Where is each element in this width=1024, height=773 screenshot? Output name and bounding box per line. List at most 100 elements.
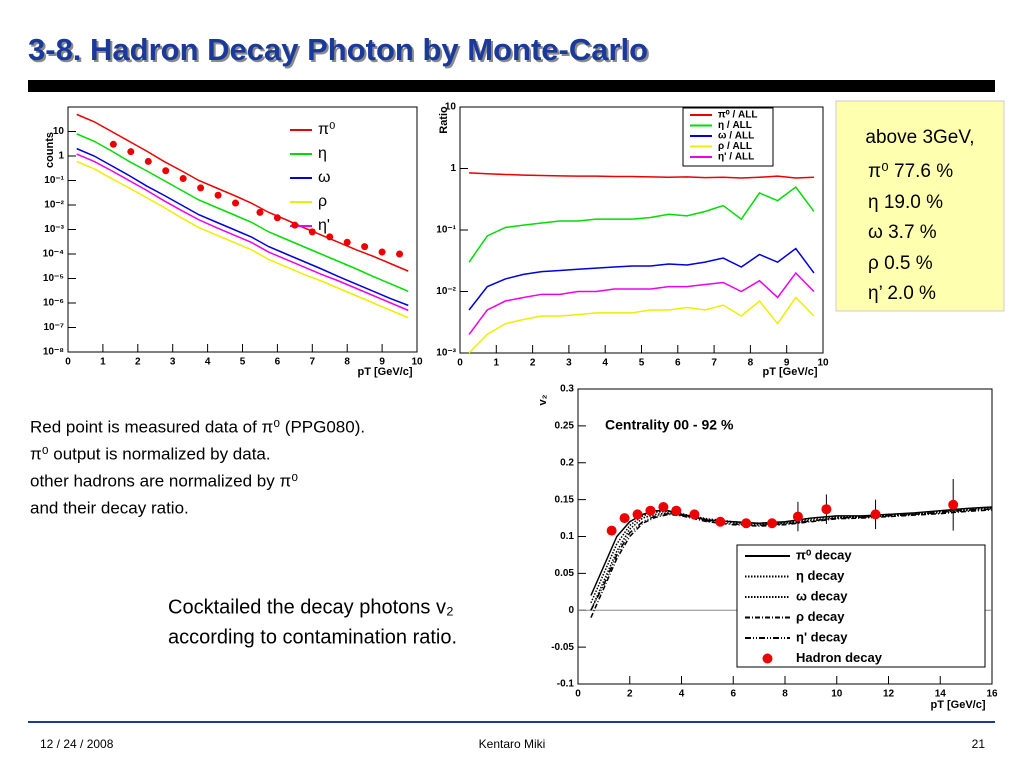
y-tick-label: 10⁻² — [436, 286, 456, 297]
y-tick-label: 10⁻¹ — [436, 225, 456, 236]
data-point — [632, 509, 643, 520]
series-line — [468, 247, 815, 311]
data-point — [606, 525, 617, 536]
x-tick-label: 6 — [730, 689, 736, 700]
summary-box — [835, 100, 1005, 312]
x-tick-label: 2 — [530, 358, 536, 369]
y-tick-label: 0.25 — [555, 421, 575, 432]
y-tick-label: 10⁻³ — [44, 224, 64, 235]
legend-box — [736, 544, 986, 668]
x-tick-label: 8 — [748, 358, 754, 369]
y-axis-label: v₂ — [537, 394, 549, 405]
y-tick-label: 10⁻⁴ — [43, 249, 64, 260]
note: and their decay ratio. — [30, 498, 189, 517]
x-tick-label: 0 — [575, 689, 581, 700]
data-point — [232, 199, 240, 207]
legend-label: π⁰ decay — [796, 547, 852, 562]
y-tick-label: 10⁻⁶ — [43, 298, 64, 309]
legend-label: ω — [318, 169, 331, 186]
x-tick-label: 4 — [679, 689, 685, 700]
x-tick-label: 12 — [883, 689, 895, 700]
data-point — [767, 518, 778, 529]
data-point — [256, 208, 264, 216]
x-tick-label: 8 — [782, 689, 788, 700]
slide-title: 3-8. Hadron Decay Photon by Monte-Carlo — [28, 32, 648, 67]
data-point — [197, 184, 205, 192]
box-line: η’ 2.0 % — [868, 283, 936, 304]
data-point — [273, 214, 281, 222]
series-line — [468, 296, 815, 354]
data-point — [144, 157, 152, 165]
legend-label: ω / ALL — [718, 131, 754, 142]
x-tick-label: 10 — [817, 358, 829, 369]
legend-label: Hadron decay — [796, 650, 883, 665]
note: Red point is measured data of π⁰ (PPG080… — [30, 417, 365, 436]
x-tick-label: 1 — [494, 358, 500, 369]
legend-label: ρ — [318, 193, 327, 210]
x-axis-label: pT [GeV/c] — [357, 366, 412, 378]
y-tick-label: 0.2 — [560, 457, 574, 468]
data-point — [741, 518, 752, 529]
data-point — [948, 499, 959, 510]
y-tick-label: -0.05 — [551, 642, 574, 653]
series-line — [468, 271, 815, 335]
data-point — [291, 221, 299, 229]
data-point — [378, 248, 386, 256]
legend-label: ρ decay — [796, 609, 845, 624]
box-line: η 19.0 % — [868, 192, 943, 213]
data-point — [715, 516, 726, 527]
x-axis-label: pT [GeV/c] — [930, 699, 985, 711]
data-point — [162, 167, 170, 175]
footer-page: 21 — [972, 737, 986, 751]
data-point — [361, 243, 369, 251]
x-tick-label: 6 — [675, 358, 681, 369]
plot-frame — [67, 106, 418, 353]
series-line — [76, 147, 409, 307]
y-tick-label: 10 — [445, 102, 457, 113]
data-point — [870, 509, 881, 520]
data-point — [396, 250, 404, 258]
cocktail-text: Cocktailed the decay photons v₂ — [168, 596, 454, 618]
legend-label: ω decay — [796, 588, 848, 603]
box-heading: above 3GeV, — [865, 127, 974, 148]
series-line — [590, 507, 993, 611]
x-tick-label: 0 — [457, 358, 463, 369]
x-tick-label: 14 — [935, 689, 947, 700]
note: other hadrons are normalized by π⁰ — [30, 471, 298, 490]
box-line: π⁰ 77.6 % — [868, 161, 953, 182]
x-tick-label: 2 — [627, 689, 633, 700]
y-axis-label: Ratio — [438, 106, 450, 134]
series-line — [590, 508, 993, 611]
x-axis-label: pT [GeV/c] — [762, 366, 817, 378]
data-point — [127, 148, 135, 156]
legend-label: π⁰ / ALL — [718, 110, 757, 121]
legend-marker — [762, 653, 773, 664]
x-tick-label: 10 — [411, 357, 423, 368]
x-tick-label: 8 — [344, 357, 350, 368]
series-line — [76, 113, 409, 272]
x-tick-label: 1 — [100, 357, 106, 368]
legend-label: η' / ALL — [718, 152, 754, 163]
y-tick-label: 10⁻⁷ — [43, 322, 64, 333]
data-point — [343, 238, 351, 246]
x-tick-label: 0 — [65, 357, 71, 368]
y-tick-label: 0 — [568, 605, 574, 616]
x-tick-label: 7 — [310, 357, 316, 368]
legend-label: η' decay — [796, 629, 848, 644]
x-tick-label: 7 — [711, 358, 717, 369]
title-shadow: 3-8. Hadron Decay Photon by Monte-Carlo — [30, 34, 650, 69]
cocktail-text: according to contamination ratio. — [168, 626, 457, 648]
note: π⁰ output is normalized by data. — [30, 444, 271, 463]
footer-author: Kentaro Miki — [479, 737, 546, 751]
footer-date: 12 / 24 / 2008 — [40, 737, 114, 751]
title-rule — [28, 80, 995, 92]
legend-label: η — [318, 145, 327, 162]
data-point — [689, 509, 700, 520]
x-tick-label: 5 — [639, 358, 645, 369]
annotation: Centrality 00 - 92 % — [605, 417, 734, 433]
y-tick-label: 0.3 — [560, 384, 574, 395]
legend-label: η decay — [796, 568, 845, 583]
y-tick-label: -0.1 — [557, 679, 575, 690]
y-tick-label: 10 — [53, 126, 65, 137]
data-point — [326, 233, 334, 241]
